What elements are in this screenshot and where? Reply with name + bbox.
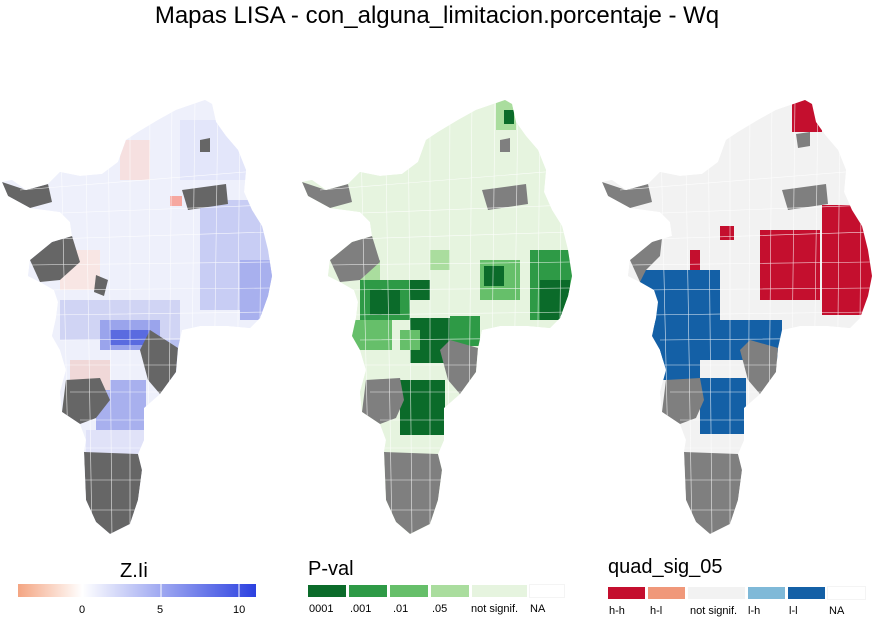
pval-swatch-0001 (308, 585, 346, 597)
quad-swatch-lh (748, 587, 785, 599)
pval-label-0001: 0001 (309, 603, 334, 615)
pval-legend-title: P-val (308, 558, 354, 580)
quad-label-hh: h-h (609, 605, 625, 617)
zli-tick-5: 5 (157, 604, 164, 616)
zli-tick-10: 10 (233, 604, 246, 616)
pval-swatch-ns (472, 585, 527, 597)
pval-swatch-05 (431, 585, 469, 597)
pval-label-01: .01 (393, 603, 409, 615)
zli-tick-0: 0 (79, 604, 86, 616)
quad-label-ll: l-l (789, 605, 798, 617)
pval-swatch-01 (390, 585, 428, 597)
pval-label-05: .05 (432, 603, 448, 615)
quad-label-hl: h-l (650, 605, 663, 617)
pval-label-ns: not signif. (471, 603, 519, 615)
zli-colorbar (18, 584, 256, 597)
pval-label-na: NA (530, 603, 546, 615)
quad-label-ns: not signif. (690, 605, 738, 617)
map-quad (602, 100, 872, 534)
pval-swatch-na (529, 584, 565, 598)
zli-legend-title: Z.Ii (120, 560, 148, 582)
pval-swatch-001 (349, 585, 387, 597)
pval-label-001: .001 (350, 603, 372, 615)
quad-label-na: NA (829, 605, 845, 617)
quad-swatch-ns (688, 587, 745, 599)
quad-swatch-hh (608, 587, 645, 599)
quad-legend-title: quad_sig_05 (608, 556, 723, 578)
quad-swatch-na (827, 586, 866, 600)
quad-swatch-hl (648, 587, 685, 599)
map-pval (302, 100, 572, 534)
map-zli (2, 100, 272, 534)
quad-swatch-ll (788, 587, 825, 599)
quad-label-lh: l-h (748, 605, 761, 617)
figure-title: Mapas LISA - con_alguna_limitacion.porce… (154, 2, 720, 29)
